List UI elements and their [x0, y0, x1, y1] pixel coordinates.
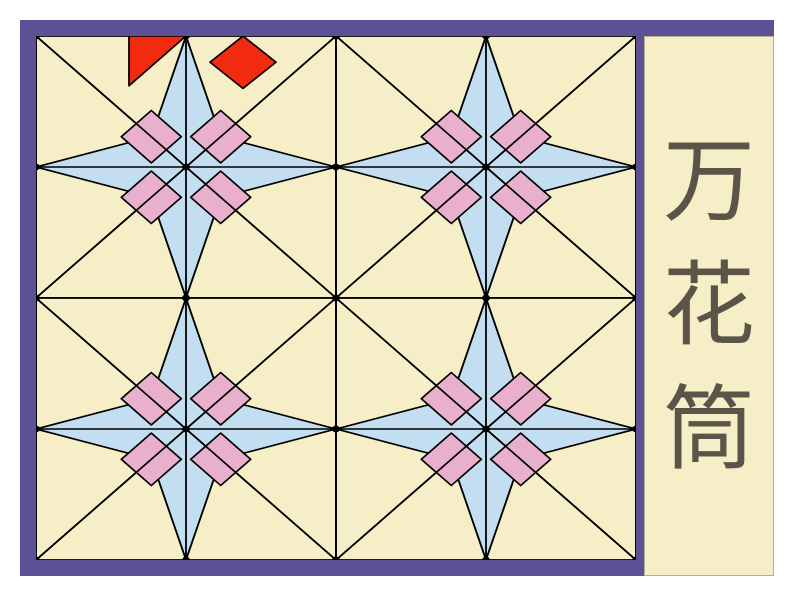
kaleidoscope-pattern — [36, 36, 636, 560]
title-char-1: 万 — [663, 120, 755, 244]
title-char-3: 筒 — [663, 368, 755, 492]
title-char-2: 花 — [663, 244, 755, 368]
slide-frame: 万 花 筒 — [20, 20, 774, 576]
title-panel: 万 花 筒 — [644, 36, 774, 576]
